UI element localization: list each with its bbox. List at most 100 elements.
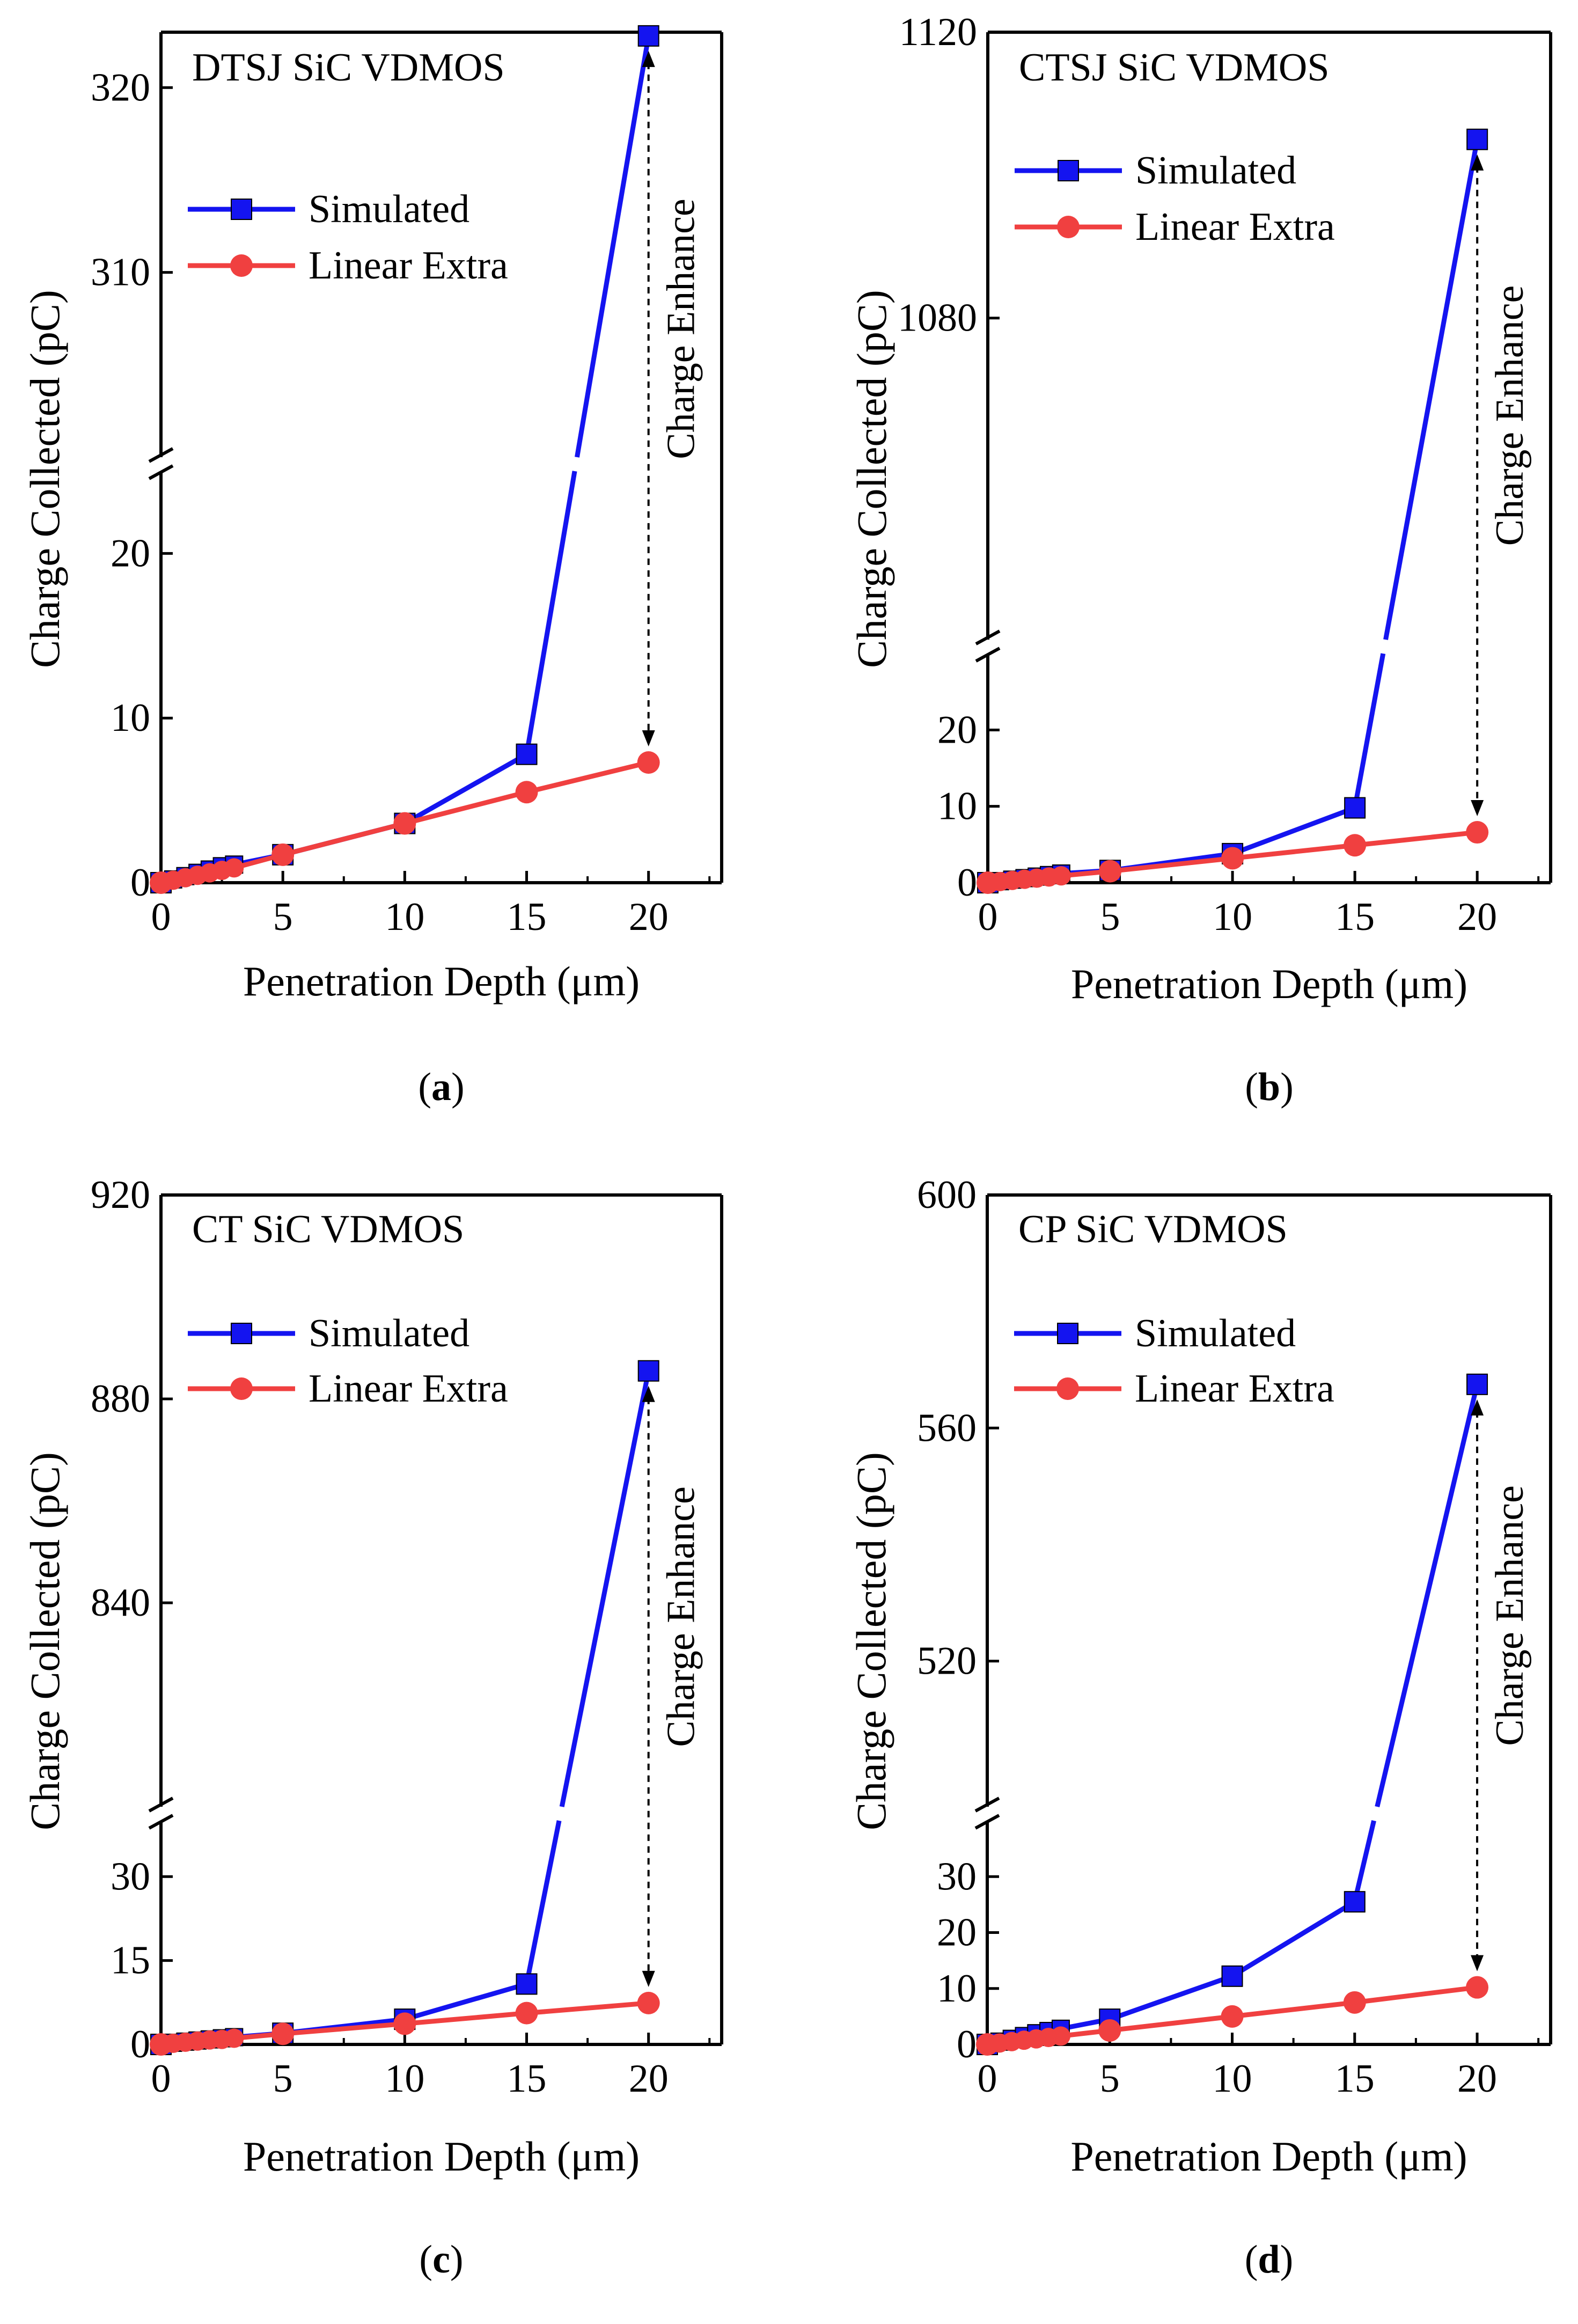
data-point-linear-extra bbox=[224, 2028, 244, 2048]
y-tick-label: 30 bbox=[111, 1854, 150, 1898]
axis-break-mark bbox=[148, 464, 174, 480]
y-tick-label: 30 bbox=[937, 1854, 977, 1898]
data-point-simulated bbox=[1466, 128, 1488, 150]
legend-marker-circle bbox=[1056, 1377, 1079, 1400]
caption-paren: ) bbox=[1280, 1065, 1294, 1109]
axis-break-mark bbox=[975, 629, 1001, 646]
x-tick-label: 15 bbox=[507, 895, 547, 939]
figure-caption: (d) bbox=[1245, 2238, 1293, 2282]
data-point-linear-extra bbox=[1051, 866, 1071, 886]
series-line-simulated-upper bbox=[575, 35, 651, 458]
data-point-linear-extra bbox=[271, 2022, 295, 2046]
series-line-simulated-lower bbox=[1352, 653, 1386, 809]
caption-label: c bbox=[432, 2238, 450, 2282]
arrow-head-down bbox=[642, 730, 655, 747]
data-point-linear-extra bbox=[271, 843, 295, 866]
caption-label: a bbox=[431, 1065, 451, 1109]
figure-caption: (b) bbox=[1245, 1065, 1293, 1109]
y-tick-label: 880 bbox=[91, 1377, 150, 1421]
y-tick-label: 520 bbox=[917, 1639, 977, 1683]
legend-marker-square bbox=[1058, 160, 1079, 181]
data-point-simulated bbox=[1221, 1965, 1243, 1987]
x-tick-label: 15 bbox=[507, 2057, 547, 2101]
x-tick-label: 20 bbox=[629, 895, 669, 939]
x-tick-label: 0 bbox=[978, 895, 998, 939]
charge-enhance-label: Charge Enhance bbox=[659, 1486, 703, 1747]
legend-label: Linear Extra bbox=[309, 244, 508, 288]
plot-title: CT SiC VDMOS bbox=[192, 1207, 464, 1251]
y-tick-label: 0 bbox=[130, 861, 150, 905]
caption-label: b bbox=[1258, 1065, 1280, 1109]
caption-paren: ) bbox=[450, 2238, 464, 2282]
data-point-linear-extra bbox=[393, 2012, 416, 2035]
x-axis-label: Penetration Depth (μm) bbox=[1071, 961, 1467, 1007]
y-tick-label: 10 bbox=[111, 696, 150, 740]
data-point-linear-extra bbox=[1098, 2019, 1121, 2042]
data-point-linear-extra bbox=[1221, 2005, 1244, 2028]
x-axis-label: Penetration Depth (μm) bbox=[243, 958, 640, 1005]
y-tick-label: 20 bbox=[937, 708, 977, 752]
x-tick-label: 10 bbox=[1213, 2057, 1252, 2101]
data-point-linear-extra bbox=[224, 858, 244, 878]
legend-marker-square bbox=[1057, 1323, 1078, 1344]
plot-title: CTSJ SiC VDMOS bbox=[1019, 46, 1330, 90]
y-tick-label: 15 bbox=[111, 1939, 150, 1983]
legend-label: Linear Extra bbox=[1135, 205, 1335, 249]
data-point-linear-extra bbox=[1466, 1976, 1489, 1999]
y-tick-label: 0 bbox=[130, 2022, 150, 2066]
legend-label: Simulated bbox=[309, 187, 469, 231]
x-tick-label: 20 bbox=[1457, 895, 1497, 939]
x-tick-label: 10 bbox=[385, 895, 424, 939]
x-tick-label: 20 bbox=[1457, 2057, 1497, 2101]
figure-caption: (a) bbox=[418, 1065, 464, 1109]
y-axis-label: Charge Collected (pC) bbox=[848, 290, 895, 668]
data-point-simulated bbox=[516, 743, 538, 765]
data-point-linear-extra bbox=[637, 1991, 660, 2014]
axis-break-mark bbox=[974, 1814, 1000, 1830]
x-tick-label: 5 bbox=[1100, 2057, 1120, 2101]
x-tick-label: 20 bbox=[629, 2057, 669, 2101]
series-line-simulated-upper bbox=[1375, 1383, 1480, 1808]
legend-marker-circle bbox=[230, 254, 253, 277]
series-line-simulated-upper bbox=[1383, 138, 1480, 640]
x-axis-label: Penetration Depth (μm) bbox=[1070, 2133, 1467, 2180]
legend-marker-square bbox=[231, 1323, 252, 1344]
panel-a: 0 5 10 15 20 0 10 20 310 320 Penetration Depth (μm… bbox=[0, 0, 789, 1162]
legend-label: Simulated bbox=[309, 1311, 469, 1355]
legend-marker-square bbox=[231, 199, 252, 220]
data-point-simulated bbox=[1466, 1373, 1488, 1395]
y-tick-label: 1120 bbox=[899, 10, 977, 54]
y-tick-label: 20 bbox=[111, 531, 150, 575]
data-point-linear-extra bbox=[1344, 834, 1367, 857]
caption-paren: ) bbox=[1280, 2238, 1294, 2282]
chart-a: 0 5 10 15 20 0 10 20 310 320 Penetration Depth (μm… bbox=[21, 25, 723, 1109]
y-tick-label: 600 bbox=[917, 1173, 977, 1217]
x-tick-label: 5 bbox=[273, 2057, 293, 2101]
y-tick-label: 10 bbox=[937, 1967, 977, 2011]
charge-enhance-label: Charge Enhance bbox=[1488, 285, 1532, 546]
y-tick-label: 20 bbox=[937, 1911, 977, 1955]
chart-c: 0 5 10 15 20 0 15 30 840 880 920 Penetration Depth … bbox=[21, 1173, 723, 2282]
series-line-simulated-upper bbox=[559, 1370, 651, 1807]
arrow-head-down bbox=[1471, 800, 1484, 817]
caption-paren: ( bbox=[1245, 2238, 1258, 2282]
data-point-linear-extra bbox=[1051, 2026, 1070, 2046]
y-tick-label: 840 bbox=[91, 1581, 150, 1625]
panel-c: 0 5 10 15 20 0 15 30 840 880 920 Penetration Depth … bbox=[0, 1162, 789, 2324]
data-point-linear-extra bbox=[1343, 1991, 1366, 2014]
y-tick-label: 310 bbox=[91, 251, 150, 295]
x-tick-label: 0 bbox=[978, 2057, 997, 2101]
x-tick-label: 5 bbox=[1100, 895, 1120, 939]
series-line-simulated-lower bbox=[1352, 1820, 1376, 1903]
data-point-linear-extra bbox=[1099, 860, 1122, 883]
plot-title: CP SiC VDMOS bbox=[1018, 1207, 1288, 1251]
x-tick-label: 5 bbox=[273, 895, 293, 939]
y-tick-label: 0 bbox=[957, 861, 977, 905]
y-axis-label: Charge Collected (pC) bbox=[21, 290, 68, 668]
panel-b: 0 5 10 15 20 0 10 20 1080 1120 Penetration Depth (… bbox=[789, 0, 1578, 1162]
x-tick-label: 15 bbox=[1335, 2057, 1375, 2101]
data-point-linear-extra bbox=[1466, 821, 1489, 844]
figure-caption: (c) bbox=[419, 2238, 463, 2282]
series-line-simulated-lower bbox=[524, 1820, 562, 1985]
arrow-head-up bbox=[642, 1385, 655, 1402]
